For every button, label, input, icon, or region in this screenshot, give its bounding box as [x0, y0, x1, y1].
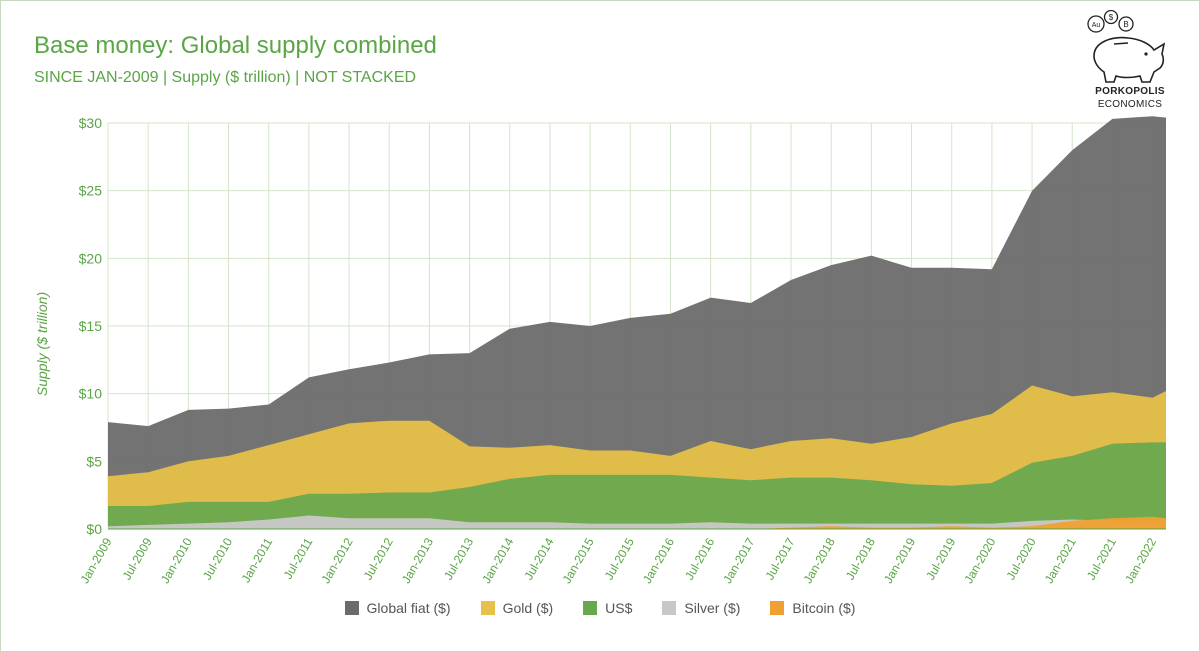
x-tick-label: Jan-2015 [560, 535, 597, 586]
legend-item: Global fiat ($) [344, 600, 451, 616]
area-series-bitcoin [108, 516, 1166, 529]
x-tick-label: Jan-2020 [961, 535, 998, 586]
x-tick-label: Jan-2016 [640, 535, 677, 586]
area-series-us [108, 442, 1166, 529]
y-tick-label: $0 [86, 521, 102, 537]
logo-name: PORKOPOLIS [1095, 86, 1165, 97]
logo-coin-b-label: B [1123, 20, 1128, 29]
area-series-silver [108, 515, 1166, 529]
x-tick-label: Jul-2018 [843, 535, 878, 582]
legend-label: Bitcoin ($) [792, 600, 856, 616]
legend-swatch [662, 601, 677, 615]
x-tick-label: Jan-2013 [399, 535, 436, 586]
legend-item: Gold ($) [480, 600, 554, 616]
x-tick-label: Jan-2019 [881, 535, 918, 586]
x-tick-label: Jul-2009 [120, 535, 155, 582]
legend-label: Global fiat ($) [366, 600, 451, 616]
legend-label: US$ [605, 600, 633, 616]
x-tick-label: Jan-2009 [77, 535, 114, 586]
y-tick-label: $5 [86, 453, 102, 469]
x-tick-label: Jul-2016 [682, 535, 717, 582]
x-tick-label: Jul-2021 [1084, 535, 1119, 582]
x-tick-label: Jan-2010 [158, 535, 195, 586]
x-tick-label: Jul-2010 [200, 535, 235, 582]
legend-label: Gold ($) [502, 600, 554, 616]
x-tick-label: Jul-2013 [441, 535, 476, 582]
legend-label: Silver ($) [684, 600, 741, 616]
logo-coin-dollar-label: $ [1109, 13, 1114, 22]
piggy-bank-logo-icon: Au $ B [1087, 10, 1166, 83]
y-tick-label: $15 [79, 318, 103, 334]
logo-subname: ECONOMICS [1097, 99, 1163, 110]
x-tick-label: Jul-2019 [923, 535, 958, 582]
x-tick-label: Jan-2014 [479, 535, 516, 586]
x-tick-label: Jul-2011 [281, 535, 316, 581]
x-tick-label: Jan-2022 [1122, 535, 1159, 586]
legend-item: US$ [583, 600, 632, 616]
x-tick-label: Jan-2017 [720, 535, 757, 586]
x-tick-label: Jul-2020 [1004, 535, 1039, 582]
legend-swatch [770, 601, 785, 615]
x-tick-label: Jan-2012 [319, 535, 356, 586]
legend-item: Silver ($) [662, 600, 740, 616]
y-tick-label: $25 [79, 183, 103, 199]
legend-swatch [583, 601, 598, 615]
chart-legend: Global fiat ($) Gold ($) US$ Silver ($) Bitc… [0, 600, 1200, 616]
legend-swatch [480, 601, 495, 615]
logo-coin-au-label: Au [1092, 22, 1101, 29]
y-tick-label: $10 [79, 386, 103, 402]
legend-item: Bitcoin ($) [770, 600, 855, 616]
chart-subtitle: SINCE JAN-2009 | Supply ($ trillion) | N… [34, 69, 417, 86]
x-tick-label: Jul-2012 [361, 535, 396, 582]
x-tick-label: Jan-2021 [1042, 535, 1079, 586]
x-tick-label: Jan-2011 [239, 535, 276, 585]
x-tick-label: Jan-2018 [801, 535, 838, 586]
x-tick-label: Jul-2017 [762, 535, 797, 582]
legend-swatch [344, 601, 359, 615]
y-tick-label: $30 [79, 115, 103, 131]
x-tick-label: Jul-2015 [602, 535, 637, 582]
x-tick-label: Jul-2014 [521, 535, 556, 582]
y-tick-label: $20 [79, 250, 103, 266]
chart-title: Base money: Global supply combined [34, 32, 437, 59]
